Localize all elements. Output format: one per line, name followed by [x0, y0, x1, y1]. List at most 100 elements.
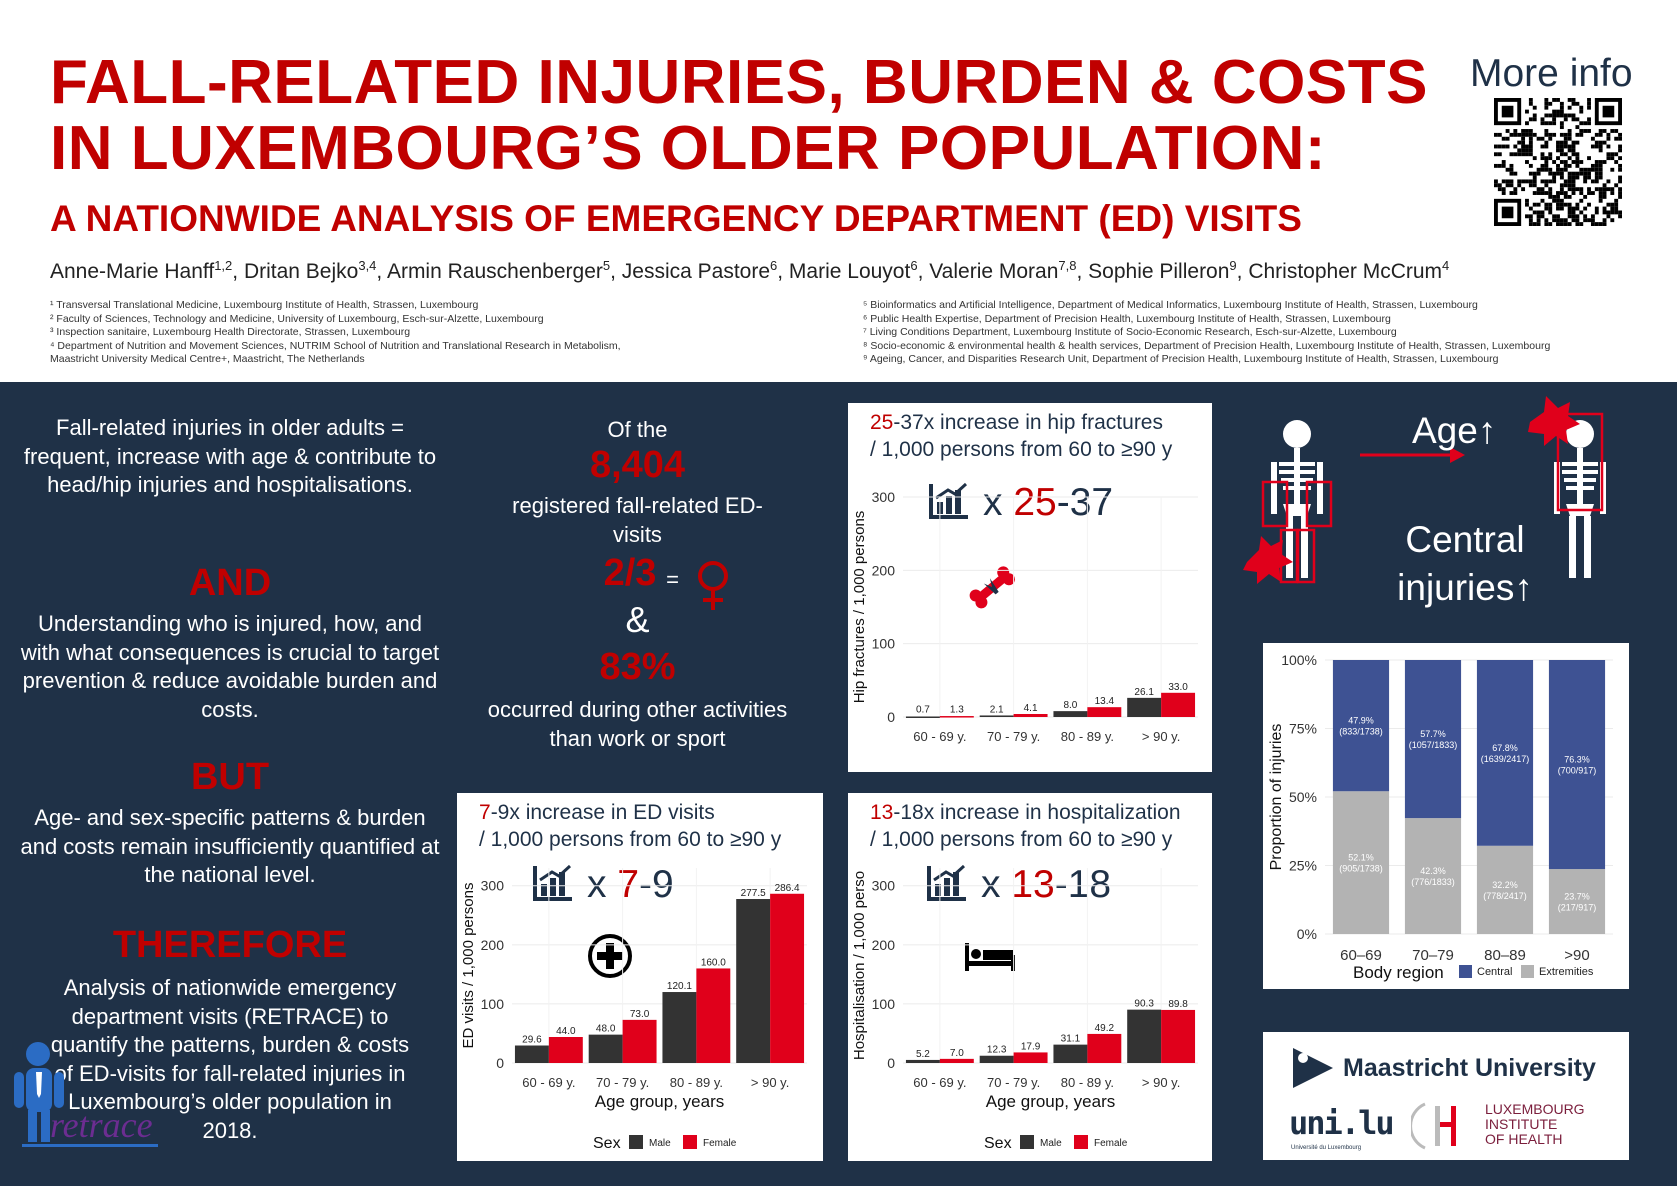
- author-name: Marie Louyot: [788, 260, 911, 283]
- bar-male: [1127, 697, 1162, 717]
- intro-text: Fall-related injuries in older adults = …: [23, 415, 437, 497]
- bar-male: [979, 1055, 1014, 1063]
- bar-male: [979, 715, 1014, 717]
- x-tick-label: 80 - 89 y.: [1061, 729, 1114, 744]
- x-tick-label: >90: [1564, 947, 1589, 964]
- hosp-multiplier: x 13-18: [981, 863, 1111, 907]
- legend-label-female: Female: [703, 1138, 737, 1149]
- hosp-mult-prefix: x: [981, 863, 1012, 906]
- y-tick-label: 0: [496, 1055, 504, 1071]
- author-name: Anne-Marie Hanff: [50, 260, 215, 283]
- x-axis-label: Age group, years: [595, 1092, 724, 1111]
- y-tick-label: 100%: [1281, 652, 1317, 668]
- body-region-panel: 0% 25% 50% 75% 100% 47.9% (833/1738) 52.1% (905/…: [1263, 643, 1629, 989]
- data-label: 12.3: [987, 1045, 1007, 1056]
- author-affiliation-number: 7,8: [1058, 258, 1077, 273]
- central-label-line2: injuries: [1397, 567, 1515, 608]
- y-tick-label: 25%: [1289, 858, 1317, 874]
- hip-fracture-panel: 25-37x increase in hip fractures / 1,000…: [848, 403, 1212, 772]
- age-label-text: Age: [1412, 410, 1478, 451]
- but-text: Age- and sex-specific patterns & burden …: [20, 805, 440, 887]
- legend-label-male: Male: [1040, 1138, 1062, 1149]
- bar-male: [662, 992, 697, 1063]
- bar-central: [1548, 660, 1606, 870]
- author-name: Valerie Moran: [929, 260, 1059, 283]
- legend-label-central: Central: [1477, 966, 1512, 978]
- medical-cross-icon: [588, 934, 632, 978]
- bar-female: [770, 893, 805, 1063]
- bar-male: [905, 716, 940, 718]
- legend-title: Sex: [984, 1135, 1012, 1152]
- data-label: 76.3%: [1564, 755, 1590, 765]
- author-affiliation-number: 5: [602, 258, 611, 273]
- author-affiliation-number: 6: [910, 258, 918, 273]
- y-tick-label: 300: [872, 489, 896, 505]
- data-label: 13.4: [1095, 696, 1115, 707]
- bar-extremities: [1476, 845, 1534, 934]
- author-name: Christopher McCrum: [1248, 260, 1443, 283]
- qr-code-icon[interactable]: [1492, 98, 1624, 226]
- lih-line3: OF HEALTH: [1485, 1131, 1563, 1147]
- bar-female: [622, 1019, 657, 1063]
- ed-title-line2: / 1,000 persons from 60 to ≥90 y: [479, 828, 782, 851]
- retrace-figure-icon: [14, 1042, 162, 1147]
- x-tick-label: > 90 y.: [751, 1075, 789, 1090]
- y-tick-label: 200: [481, 937, 505, 953]
- x-tick-label: 70 - 79 y.: [987, 729, 1040, 744]
- data-label: 2.1: [990, 704, 1004, 715]
- occurred-text: occurred during other activities than wo…: [487, 697, 788, 751]
- age-label: Age↑: [1412, 410, 1496, 452]
- author-name: Jessica Pastore: [621, 260, 771, 283]
- legend-swatch-female: [683, 1135, 697, 1149]
- bar-female: [939, 716, 974, 718]
- data-label: 277.5: [741, 888, 766, 899]
- data-label: 90.3: [1134, 999, 1154, 1010]
- broken-bone-icon: [969, 566, 1016, 609]
- affiliation-line: ⁷ Living Conditions Department, Luxembou…: [863, 326, 1397, 338]
- body-region-chart: 0% 25% 50% 75% 100% 47.9%(833/1738) 52.1%(905/…: [1268, 652, 1613, 982]
- bar-male: [588, 1034, 623, 1063]
- unilu-logo-text: uni.lu: [1289, 1104, 1395, 1142]
- data-count: (778/2417): [1483, 891, 1527, 901]
- y-tick-label: 50%: [1289, 789, 1317, 805]
- data-label: 1.3: [950, 705, 964, 716]
- data-label: 89.8: [1168, 999, 1188, 1010]
- bar-female: [1013, 713, 1048, 717]
- data-count: (1639/2417): [1481, 754, 1530, 764]
- y-axis-label: Proportion of injuries: [1268, 724, 1285, 871]
- hip-title-rest: -37x increase in hip fractures: [893, 411, 1163, 434]
- bar-female: [1087, 1033, 1122, 1063]
- bar-central: [1332, 660, 1390, 792]
- legend-swatch-male: [1020, 1135, 1034, 1149]
- data-count: (776/1833): [1411, 877, 1455, 887]
- data-label: 29.6: [522, 1035, 542, 1046]
- data-label: 7.0: [950, 1048, 964, 1059]
- hip-title-line2: / 1,000 persons from 60 to ≥90 y: [870, 438, 1173, 461]
- more-info-label: More info: [1470, 52, 1633, 95]
- author-name: Armin Rauschenberger: [386, 260, 603, 283]
- ed-title-rest: -9x increase in ED visits: [490, 801, 715, 824]
- data-label: 52.1%: [1348, 853, 1374, 863]
- y-tick-label: 0%: [1297, 926, 1317, 942]
- x-tick-label: 80–89: [1484, 947, 1526, 964]
- two-thirds-fraction: 2/3: [603, 552, 657, 594]
- y-axis-label: Hip fractures / 1,000 persons: [851, 511, 868, 704]
- bar-extremities: [1332, 791, 1390, 934]
- author-name: Dritan Bejko: [243, 260, 359, 283]
- x-tick-label: > 90 y.: [1142, 729, 1180, 744]
- equals-sign: =: [666, 567, 679, 592]
- x-tick-label: 70 - 79 y.: [596, 1075, 649, 1090]
- data-label: 31.1: [1061, 1034, 1081, 1045]
- data-label: 42.3%: [1420, 866, 1446, 876]
- legend-swatch-female: [1074, 1135, 1088, 1149]
- data-label: 160.0: [701, 957, 726, 968]
- central-injuries-label: Central injuries↑: [1380, 516, 1550, 612]
- data-label: 5.2: [916, 1049, 930, 1060]
- hip-panel-title: 25-37x increase in hip fractures / 1,000…: [870, 409, 1172, 463]
- legend-label-female: Female: [1094, 1138, 1128, 1149]
- therefore-heading: THEREFORE: [112, 924, 348, 966]
- of-the-text: Of the: [607, 417, 668, 442]
- bar-male: [1053, 1044, 1088, 1063]
- legend-title: Sex: [593, 1135, 621, 1152]
- data-count: (217/917): [1558, 903, 1597, 913]
